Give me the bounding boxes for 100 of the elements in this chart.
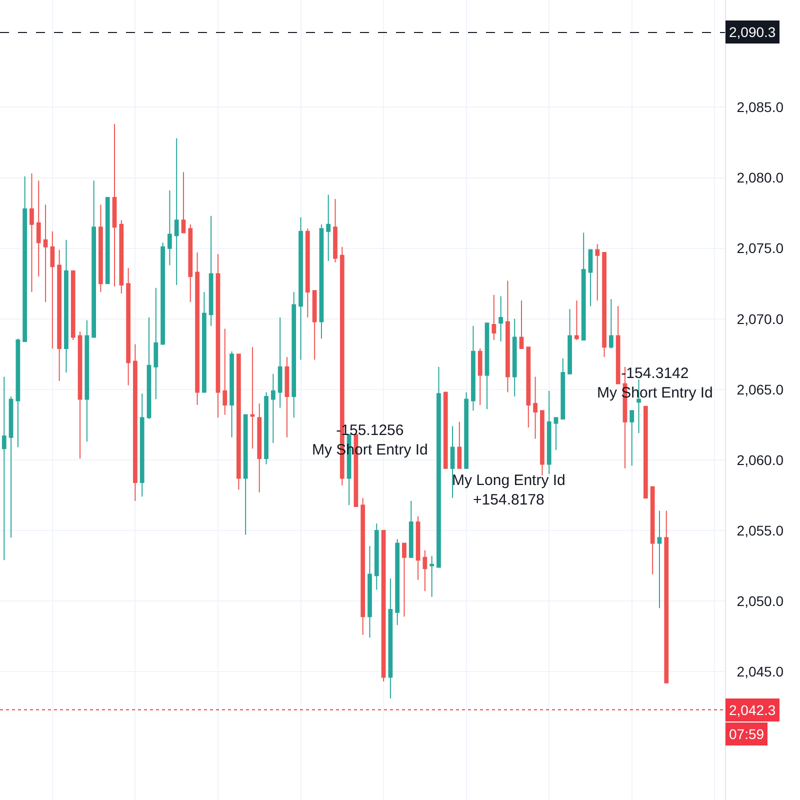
candlestick (643, 406, 648, 499)
y-tick-label: 2,060.0 (736, 452, 784, 468)
candlestick (160, 242, 165, 345)
candlestick (22, 176, 28, 342)
candlestick (8, 396, 14, 538)
candlestick (98, 204, 103, 293)
candlestick (360, 498, 366, 636)
candlestick (333, 198, 338, 263)
candlestick (119, 220, 124, 294)
candlestick (595, 244, 600, 302)
candlestick (243, 414, 248, 536)
candlestick (188, 224, 193, 302)
candlestick (650, 486, 655, 575)
candlestick (105, 197, 110, 284)
candlestick (270, 373, 276, 444)
candlestick (126, 268, 130, 386)
candlestick (298, 216, 303, 360)
candlestick (181, 172, 186, 234)
y-tick-label: 2,070.0 (736, 310, 784, 327)
candlestick (195, 252, 200, 406)
candlestick (519, 300, 524, 349)
candlestick (64, 239, 68, 373)
candlestick (36, 180, 41, 278)
candlestick (602, 252, 606, 358)
candlestick (112, 124, 117, 287)
candlestick (284, 356, 290, 438)
candlestick (2, 376, 6, 561)
candlestick (416, 516, 420, 580)
candlestick (84, 320, 90, 442)
candlestick (30, 173, 34, 293)
candlestick (581, 232, 586, 341)
candlestick (140, 393, 144, 498)
candlestick (208, 215, 214, 326)
candlestick (657, 510, 662, 609)
candlestick (546, 390, 552, 475)
candlestick (560, 358, 566, 420)
candlestick (222, 328, 228, 416)
candlestick (278, 316, 282, 408)
candlestick (568, 308, 572, 374)
candlestick (443, 392, 448, 469)
candlestick (526, 346, 531, 428)
candlestick (374, 522, 379, 590)
candlestick (16, 338, 20, 448)
candlestick (50, 230, 55, 349)
candlestick (484, 322, 490, 410)
y-tick-label: 2,050.0 (736, 592, 784, 609)
candlestick (368, 546, 372, 638)
text: 07:59 (729, 726, 764, 742)
y-tick-label: 2,075.0 (736, 240, 784, 256)
y-tick-label: 2,065.0 (736, 381, 784, 398)
annotation: My Long Entry Id +154.8178 (452, 472, 566, 508)
candlestick (436, 366, 441, 568)
candlestick (492, 294, 496, 341)
candlestick (540, 410, 544, 476)
ref-line-label: 2,090.3 (729, 24, 776, 40)
candlestick (92, 180, 96, 338)
candlestick (43, 204, 48, 302)
candlestick (430, 555, 434, 598)
candlestick (319, 224, 324, 340)
candlestick (464, 392, 469, 469)
candlestick (133, 344, 138, 502)
candlestick (402, 542, 406, 618)
candlestick (264, 392, 268, 465)
candlestick (292, 292, 296, 418)
candlestick (471, 325, 476, 412)
candlestick (574, 300, 579, 341)
candlestick (78, 331, 82, 460)
candlestick (70, 270, 76, 341)
candlestick (168, 190, 172, 266)
candlestick (450, 426, 455, 499)
candlestick (154, 287, 158, 400)
candlestick (174, 138, 179, 286)
candlestick (506, 280, 510, 393)
candlestick (616, 306, 620, 384)
candlestick (326, 194, 331, 262)
candlestick (388, 578, 393, 699)
candlestick (305, 228, 310, 318)
y-tick-label: 2,045.0 (736, 664, 784, 680)
y-tick-label: 2,055.0 (736, 522, 784, 538)
candlestick (554, 417, 558, 451)
candlestick (664, 510, 669, 684)
candlestick (630, 410, 634, 466)
candlestick (422, 550, 428, 592)
candlestick (216, 253, 220, 418)
y-tick-label: 2,080.0 (736, 170, 784, 186)
candlestick (457, 421, 462, 469)
candlestick (236, 354, 241, 490)
candlestick (498, 296, 503, 342)
candlestick (608, 298, 614, 349)
candlestick (57, 249, 62, 382)
candlestick (257, 403, 262, 493)
candlestick (533, 376, 538, 440)
candlestick (146, 316, 152, 420)
candlestick (202, 292, 206, 393)
candlestick (478, 348, 482, 406)
candlestick (312, 290, 317, 360)
candlestick (512, 318, 517, 397)
y-tick-label: 2,085.0 (736, 99, 784, 116)
candlestick (408, 500, 414, 558)
candlestick (381, 530, 386, 682)
